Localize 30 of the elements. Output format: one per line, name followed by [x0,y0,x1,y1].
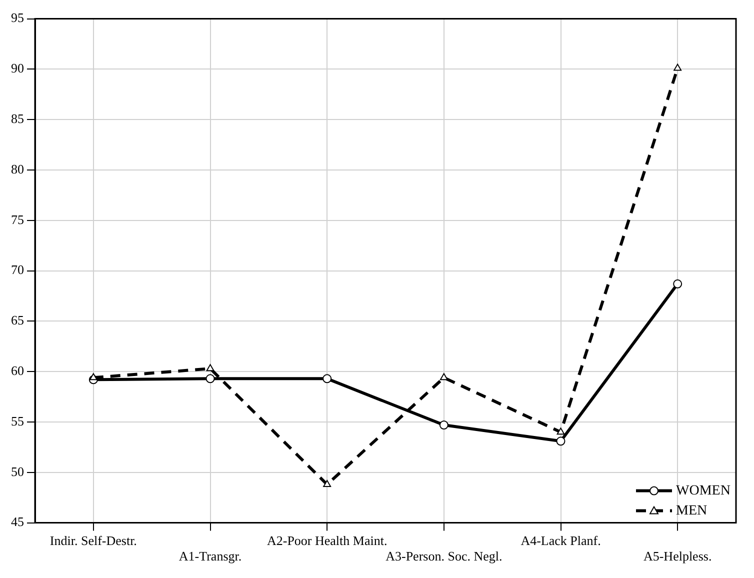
y-tick-label: 45 [11,514,24,530]
point [89,373,98,380]
x-tick-label: A2-Poor Health Maint. [266,533,388,548]
y-tick-label: 60 [11,363,24,378]
point [556,428,565,435]
x-tick-label: Indir. Self-Destr. [50,533,137,548]
point [440,373,448,380]
legend-label: WOMEN [676,483,730,498]
y-tick-label: 85 [11,111,24,126]
x-tick-label: A5-Helpless. [643,548,712,564]
y-tick-label: 95 [11,10,24,26]
point [322,374,332,384]
point [439,420,448,430]
y-tick-label: 55 [11,413,24,428]
y-tick-label: 65 [11,312,24,328]
x-tick-label: A1-Transgr. [178,548,242,564]
y-tick-label: 80 [11,161,24,176]
point [556,436,566,446]
point [674,64,682,71]
y-tick-label: 90 [11,60,24,76]
x-tick-label: A3-Person. Soc. Negl. [386,548,502,564]
y-tick-label: 50 [11,464,24,479]
point [323,480,332,487]
point [206,364,214,372]
x-tick-label: A4-Lack Planf. [520,533,601,548]
legend-label: MEN [676,503,708,518]
y-tick-label: 75 [11,212,24,227]
y-tick-label: 70 [11,262,24,278]
point [206,374,215,384]
point [673,279,682,288]
